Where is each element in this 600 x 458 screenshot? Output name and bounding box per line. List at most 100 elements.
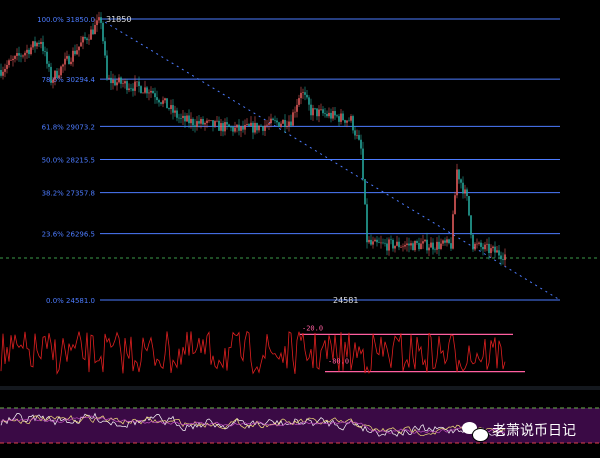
candle-body [300,92,302,99]
candle-body [116,82,118,86]
candle-body [120,77,122,84]
candle-body [186,115,188,122]
candle-body [484,244,486,250]
pane-separator [0,386,600,390]
watermark: 老萧说币日记 [462,420,576,442]
candle-body [226,122,228,125]
candle-body [242,126,244,130]
watermark-text: 老萧说币日记 [492,423,576,439]
candle-body [4,68,6,72]
candle-body [140,86,142,94]
candle-body [162,100,164,104]
candle-body [480,242,482,247]
candle-body [486,243,488,245]
candle-body [404,244,406,247]
candle-body [452,214,454,249]
candle-body [360,139,362,149]
candle-body [318,109,320,117]
candle-body [46,51,48,64]
candle-body [144,87,146,93]
candle-body [52,79,54,83]
candle-body [232,127,234,132]
candle-body [338,116,340,122]
candle-body [56,70,58,78]
candle-body [48,63,50,67]
candle-body [502,259,504,261]
candle-body [288,121,290,127]
candle-body [434,249,436,251]
candle-body [96,20,98,26]
candle-body [488,243,490,254]
candle-body [134,81,136,91]
candle-body [246,124,248,125]
fib-level-label: 78.6% 30294.4 [42,76,96,84]
low-price-label: 24581 [333,296,358,305]
candle-body [464,189,466,194]
candle-body [128,88,130,91]
candle-body [448,239,450,244]
candle-body [284,119,286,127]
candle-body [352,116,354,131]
candle-body [458,169,460,180]
candle-body [504,254,506,261]
candle-body [262,126,264,131]
candle-body [208,120,210,121]
fib-level-label: 38.2% 27357.8 [42,190,95,198]
candle-body [362,148,364,180]
candle-body [424,239,426,242]
candle-body [198,121,200,124]
candle-body [214,121,216,127]
candle-body [320,109,322,110]
candle-body [142,92,144,94]
candle-body [296,104,298,112]
candle-body [170,105,172,110]
indicator-series-line [0,415,506,434]
candle-body [304,92,306,95]
candle-body [70,61,72,65]
indicator-series-line [0,412,506,438]
candle-body [492,246,494,249]
candle-body [384,242,386,244]
candle-body [466,189,468,197]
candle-body [366,204,368,243]
candle-body [398,241,400,248]
candle-body [294,111,296,113]
candle-body [30,47,32,55]
candle-body [112,79,114,84]
candle-body [286,126,288,127]
candle-body [24,52,26,56]
candle-body [312,108,314,116]
candle-body [68,56,70,65]
candle-body [78,46,80,51]
candle-body [20,55,22,57]
candle-body [106,55,108,79]
candle-body [138,81,140,87]
candle-body [446,239,448,243]
candle-body [440,243,442,249]
oscillator-upper-label: -20.0 [302,324,323,332]
candle-body [346,120,348,123]
candle-body [324,113,326,114]
candle-body [356,135,358,136]
candle-body [426,239,428,251]
candle-body [212,120,214,127]
candle-body [330,112,332,119]
candle-body [42,41,44,52]
candle-body [260,125,262,127]
candle-body [272,118,274,121]
candle-body [278,122,280,127]
candle-body [482,246,484,250]
candle-body [146,87,148,94]
candle-body [282,119,284,124]
fib-level-label: 61.8% 29073.2 [42,123,95,131]
candle-body [244,124,246,130]
candle-body [192,118,194,126]
candle-body [418,243,420,250]
candle-body [40,41,42,45]
candle-body [204,122,206,125]
candle-body [54,70,56,80]
candle-body [292,112,294,126]
candle-body [462,182,464,194]
candle-body [326,113,328,117]
candle-body [436,241,438,250]
